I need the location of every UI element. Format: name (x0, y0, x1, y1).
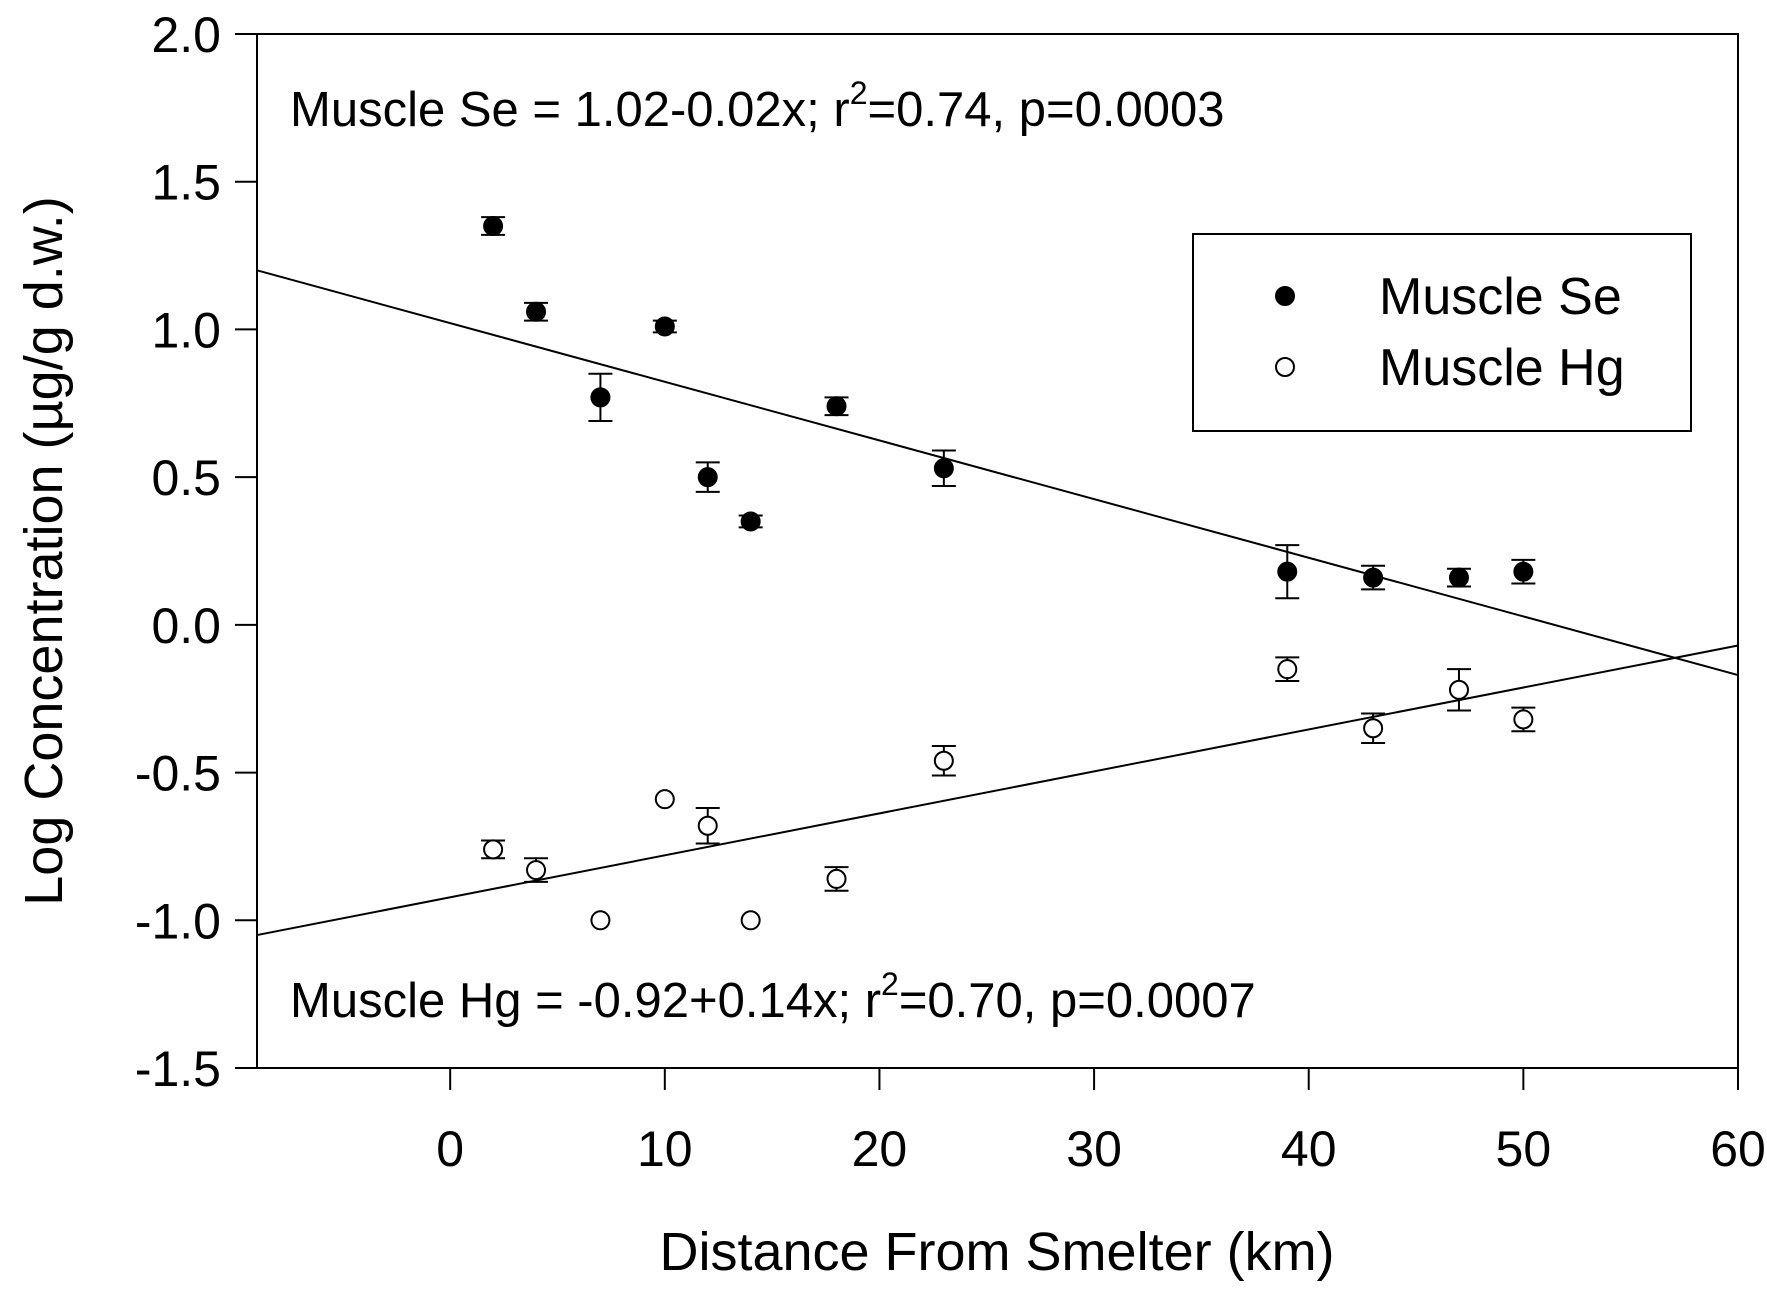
legend-marker (1275, 357, 1295, 377)
fit-line (256, 644, 1739, 937)
y-tick-label: 0.0 (151, 598, 221, 654)
point (1363, 567, 1384, 588)
annotation: Muscle Hg = -0.92+0.14x; r2=0.70, p=0.00… (290, 966, 1256, 1028)
point (697, 467, 718, 488)
point (1513, 709, 1534, 730)
legend-label: Muscle Se (1379, 268, 1622, 326)
y-tick-label: 1.5 (151, 155, 221, 211)
point (933, 750, 954, 771)
point (526, 301, 547, 322)
point (1363, 718, 1384, 739)
annotation-text: =0.70, p=0.0007 (899, 974, 1256, 1028)
annotation-text: Muscle Hg = -0.92+0.14x; r (290, 974, 881, 1028)
point (740, 511, 761, 532)
point (740, 910, 761, 931)
point (933, 458, 954, 479)
point (590, 910, 611, 931)
annotation-text: =0.74, p=0.0003 (868, 83, 1225, 137)
point (1513, 561, 1534, 582)
x-tick-label: 10 (637, 1121, 693, 1177)
point (1277, 561, 1298, 582)
y-tick-label: -1.0 (135, 893, 221, 949)
y-tick-label: 1.0 (151, 302, 221, 358)
x-tick-label: 30 (1066, 1121, 1122, 1177)
point (654, 316, 675, 337)
annotation-text: Muscle Se = 1.02-0.02x; r (290, 83, 850, 137)
x-tick-label: 20 (852, 1121, 908, 1177)
point (826, 868, 847, 889)
legend-box (1192, 233, 1692, 432)
legend-label: Muscle Hg (1379, 339, 1625, 397)
y-tick-label: -0.5 (135, 746, 221, 802)
point (483, 839, 504, 860)
point (526, 860, 547, 881)
point (1277, 659, 1298, 680)
point (697, 815, 718, 836)
point (483, 216, 504, 237)
x-axis-label: Distance From Smelter (km) (659, 1222, 1334, 1282)
point (1448, 567, 1469, 588)
y-tick-label: 2.0 (151, 7, 221, 63)
annotation-superscript: 2 (850, 75, 868, 111)
point (590, 387, 611, 408)
plot-frame (256, 33, 1739, 1069)
y-tick-label: 0.5 (151, 450, 221, 506)
point (1448, 679, 1469, 700)
x-tick-label: 0 (436, 1121, 464, 1177)
x-tick-label: 40 (1281, 1121, 1337, 1177)
legend-marker (1275, 286, 1295, 306)
x-tick-label: 60 (1710, 1121, 1766, 1177)
fit-line (256, 269, 1739, 677)
point (826, 396, 847, 417)
point (654, 789, 675, 810)
x-tick-label: 50 (1496, 1121, 1552, 1177)
annotation-superscript: 2 (881, 966, 899, 1002)
y-tick-label: -1.5 (135, 1041, 221, 1097)
y-axis-label: Log Concentration (µg/g d.w.) (14, 196, 74, 906)
annotation: Muscle Se = 1.02-0.02x; r2=0.74, p=0.000… (290, 75, 1224, 137)
